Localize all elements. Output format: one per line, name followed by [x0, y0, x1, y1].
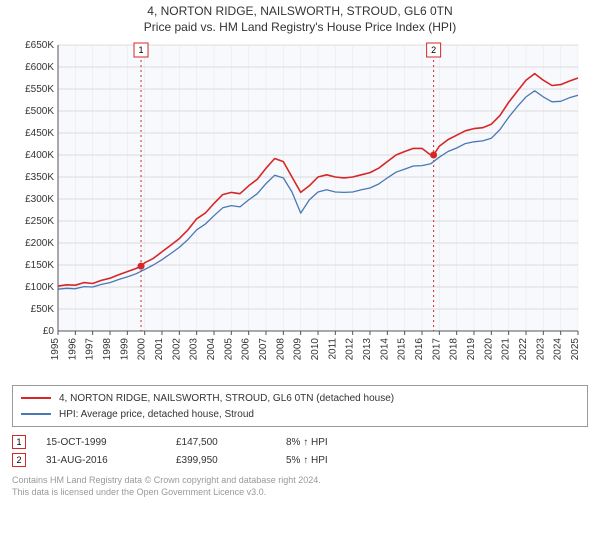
svg-text:2024: 2024 [553, 338, 564, 361]
svg-text:2020: 2020 [483, 338, 494, 361]
chart-container: £0 £50K £100K £150K £200K £250K £300K £350K £400… [12, 39, 588, 379]
marker-table: 1 15-OCT-1999 £147,500 8% ↑ HPI 2 31-AUG-2016… [12, 433, 588, 469]
svg-text:2022: 2022 [518, 338, 529, 361]
legend-swatch [21, 413, 51, 415]
svg-text:2: 2 [431, 45, 436, 55]
legend-swatch [21, 397, 51, 399]
svg-text:1995: 1995 [50, 338, 61, 361]
marker-price: £399,950 [176, 455, 266, 466]
svg-text:2001: 2001 [154, 338, 165, 361]
svg-text:£600K: £600K [25, 62, 54, 73]
title-address: 4, NORTON RIDGE, NAILSWORTH, STROUD, GL6… [0, 4, 600, 20]
svg-text:2023: 2023 [535, 338, 546, 361]
svg-text:2017: 2017 [431, 338, 442, 361]
svg-text:1996: 1996 [67, 338, 78, 361]
svg-text:£500K: £500K [25, 106, 54, 117]
svg-text:£250K: £250K [25, 216, 54, 227]
svg-text:2014: 2014 [379, 338, 390, 361]
marker-number-box: 1 [12, 435, 26, 449]
svg-text:2007: 2007 [258, 338, 269, 361]
legend-label: HPI: Average price, detached house, Stro… [59, 409, 254, 420]
marker-row: 2 31-AUG-2016 £399,950 5% ↑ HPI [12, 451, 588, 469]
svg-text:1998: 1998 [102, 338, 113, 361]
marker-date: 15-OCT-1999 [46, 437, 156, 448]
svg-text:£100K: £100K [25, 282, 54, 293]
footer-line-2: This data is licensed under the Open Gov… [12, 487, 588, 499]
svg-text:2006: 2006 [241, 338, 252, 361]
svg-text:£350K: £350K [25, 172, 54, 183]
marker-delta: 8% ↑ HPI [286, 437, 328, 448]
svg-text:2008: 2008 [275, 338, 286, 361]
footer-attribution: Contains HM Land Registry data © Crown c… [12, 475, 588, 498]
svg-text:2004: 2004 [206, 338, 217, 361]
svg-text:£200K: £200K [25, 238, 54, 249]
svg-text:2003: 2003 [189, 338, 200, 361]
svg-text:2016: 2016 [414, 338, 425, 361]
marker-number-box: 2 [12, 453, 26, 467]
marker-delta: 5% ↑ HPI [286, 455, 328, 466]
svg-text:£300K: £300K [25, 194, 54, 205]
svg-text:1997: 1997 [85, 338, 96, 361]
svg-text:2021: 2021 [501, 338, 512, 361]
svg-text:2011: 2011 [327, 338, 338, 360]
svg-text:2009: 2009 [293, 338, 304, 361]
svg-text:£400K: £400K [25, 150, 54, 161]
svg-text:2013: 2013 [362, 338, 373, 361]
svg-text:£550K: £550K [25, 84, 54, 95]
svg-text:2015: 2015 [397, 338, 408, 361]
footer-line-1: Contains HM Land Registry data © Crown c… [12, 475, 588, 487]
marker-date: 31-AUG-2016 [46, 455, 156, 466]
svg-text:1999: 1999 [119, 338, 130, 361]
marker-price: £147,500 [176, 437, 266, 448]
svg-text:2025: 2025 [570, 338, 581, 361]
svg-text:2010: 2010 [310, 338, 321, 361]
title-subtitle: Price paid vs. HM Land Registry's House … [0, 20, 600, 36]
svg-text:£150K: £150K [25, 260, 54, 271]
legend-box: 4, NORTON RIDGE, NAILSWORTH, STROUD, GL6… [12, 385, 588, 427]
legend-row: 4, NORTON RIDGE, NAILSWORTH, STROUD, GL6… [21, 390, 579, 406]
svg-text:1: 1 [139, 45, 144, 55]
svg-text:2000: 2000 [137, 338, 148, 361]
svg-text:2002: 2002 [171, 338, 182, 361]
marker-row: 1 15-OCT-1999 £147,500 8% ↑ HPI [12, 433, 588, 451]
legend-label: 4, NORTON RIDGE, NAILSWORTH, STROUD, GL6… [59, 393, 394, 404]
svg-text:2018: 2018 [449, 338, 460, 361]
legend-row: HPI: Average price, detached house, Stro… [21, 406, 579, 422]
price-chart: £0 £50K £100K £150K £200K £250K £300K £350K £400… [12, 39, 588, 379]
chart-titles: 4, NORTON RIDGE, NAILSWORTH, STROUD, GL6… [0, 0, 600, 35]
svg-text:£50K: £50K [31, 304, 55, 315]
svg-text:£450K: £450K [25, 128, 54, 139]
svg-text:2005: 2005 [223, 338, 234, 361]
svg-text:£0: £0 [43, 326, 55, 337]
svg-text:£650K: £650K [25, 40, 54, 51]
svg-text:2019: 2019 [466, 338, 477, 361]
svg-text:2012: 2012 [345, 338, 356, 361]
